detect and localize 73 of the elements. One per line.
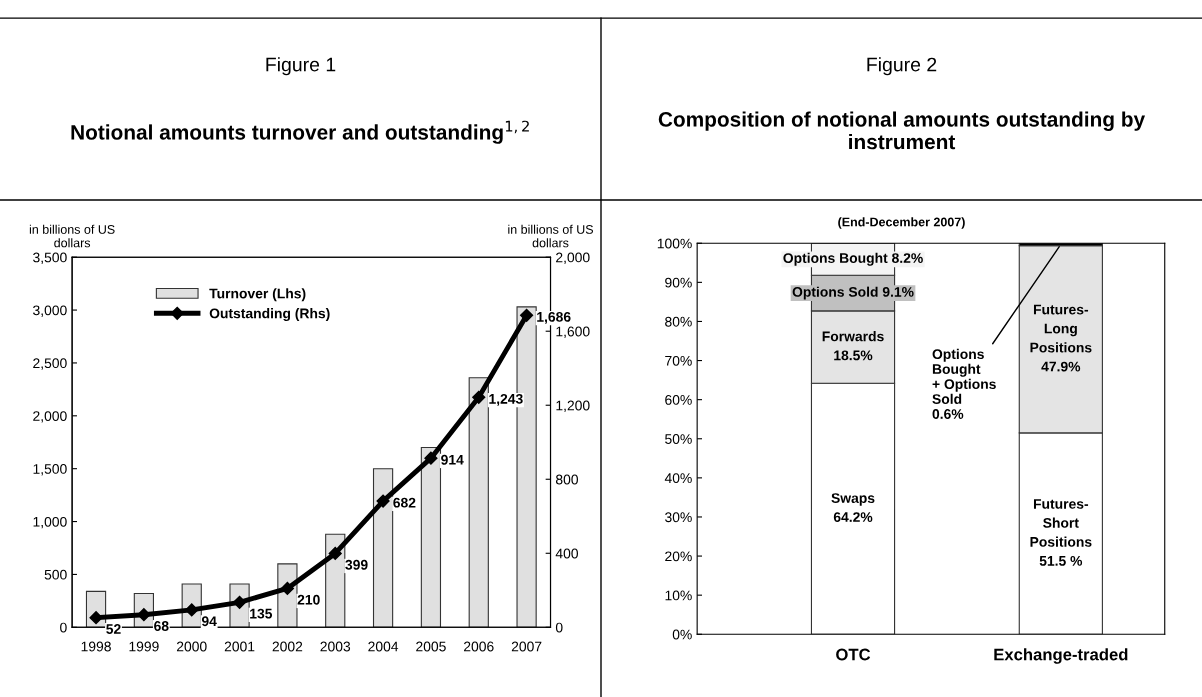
y-tick-label: 1,500 bbox=[33, 464, 67, 476]
point bbox=[280, 581, 294, 596]
data-label: Options Sold 9.1% bbox=[792, 286, 914, 300]
y-tick-label: 0% bbox=[672, 629, 692, 640]
point bbox=[520, 308, 534, 322]
x-tick-label: 2004 bbox=[368, 641, 399, 652]
y-tick-label: 2,500 bbox=[33, 358, 67, 370]
x-tick-label: 2007 bbox=[511, 641, 542, 652]
y-tick-label: 500 bbox=[44, 569, 67, 580]
data-label: 914 bbox=[441, 454, 464, 465]
x-tick-label: 1999 bbox=[129, 641, 159, 652]
data-label: Forwards 18.5% bbox=[822, 331, 884, 361]
y-tick-label: 2,000 bbox=[33, 411, 67, 423]
y-tick-label: 10% bbox=[665, 590, 692, 601]
caption: Figure 1 bbox=[266, 57, 336, 76]
y-tick-label: 60% bbox=[665, 394, 692, 405]
y-tick-label: 80% bbox=[665, 316, 692, 327]
y-axis-title: in billions of US dollars bbox=[29, 224, 115, 248]
y-tick-label: 40% bbox=[664, 473, 692, 484]
y-tick-label: 3,000 bbox=[33, 305, 67, 317]
y-tick-label: 70% bbox=[665, 355, 692, 366]
y2-tick-label: 1,600 bbox=[556, 326, 590, 339]
chart-title: Composition of notional amounts outstanding by instrument bbox=[658, 111, 1146, 150]
data-label: 52 bbox=[106, 624, 121, 634]
data-label: Futures- Long Positions 47.9% bbox=[1030, 304, 1092, 372]
x-tick-label: 2002 bbox=[272, 641, 303, 652]
y2-tick-label: 400 bbox=[555, 548, 579, 559]
point bbox=[328, 546, 342, 561]
data-label: 1,686 bbox=[537, 311, 571, 324]
data-label: Swaps 64.2% bbox=[831, 493, 875, 522]
y2-tick-label: 1,200 bbox=[556, 400, 590, 413]
y-tick-label: 30% bbox=[665, 512, 692, 523]
y-tick-label: 50% bbox=[665, 434, 692, 444]
data-label: 68 bbox=[154, 621, 169, 631]
x-tick-label: OTC bbox=[836, 648, 871, 661]
data-label: 94 bbox=[201, 616, 217, 627]
y-tick-label: 20% bbox=[665, 551, 692, 562]
x-tick-label: 2005 bbox=[416, 641, 446, 652]
y-tick-label: 1,000 bbox=[33, 516, 67, 529]
y2-axis-title: in billions of US dollars bbox=[508, 224, 594, 248]
y-tick-label: 0 bbox=[60, 622, 67, 633]
x-tick-label: Exchange-traded bbox=[994, 648, 1128, 664]
point bbox=[376, 494, 390, 508]
chart-subtitle: (End-December 2007) bbox=[838, 217, 965, 229]
data-label: 682 bbox=[393, 497, 416, 508]
legend-label: Outstanding (Rhs) bbox=[209, 308, 330, 322]
y2-tick-label: 800 bbox=[555, 474, 579, 485]
data-label: 210 bbox=[297, 594, 320, 605]
legend-label: Turnover (Lhs) bbox=[209, 288, 306, 302]
x-tick-label: 2003 bbox=[320, 641, 351, 652]
data-label: 135 bbox=[250, 608, 273, 619]
data-label: Futures- Short Positions 51.5 % bbox=[1030, 499, 1092, 566]
annotation: Options Bought + Options Sold 0.6% bbox=[932, 348, 996, 419]
x-tick-label: 1998 bbox=[81, 641, 111, 652]
y2-tick-label: 2,000 bbox=[556, 252, 590, 264]
bar bbox=[420, 446, 442, 628]
y2-tick-label: 0 bbox=[555, 622, 563, 633]
data-label: Options Bought 8.2% bbox=[783, 252, 923, 266]
y-tick-label: 90% bbox=[665, 277, 692, 288]
caption: Figure 2 bbox=[867, 57, 937, 76]
x-tick-label: 2001 bbox=[224, 641, 255, 652]
data-label: 1,243 bbox=[489, 393, 523, 406]
chart-title: Notional amounts turnover and outstanding$^{1,2}$ bbox=[71, 120, 529, 144]
y-tick-label: 100% bbox=[657, 238, 692, 249]
point bbox=[472, 390, 486, 404]
point bbox=[424, 451, 438, 465]
bar bbox=[468, 377, 489, 628]
x-tick-label: 2006 bbox=[464, 641, 494, 652]
point bbox=[89, 611, 103, 625]
y-tick-label: 3,500 bbox=[33, 252, 67, 264]
data-label: 399 bbox=[345, 559, 368, 570]
bar bbox=[372, 468, 394, 628]
x-tick-label: 2000 bbox=[176, 641, 207, 652]
